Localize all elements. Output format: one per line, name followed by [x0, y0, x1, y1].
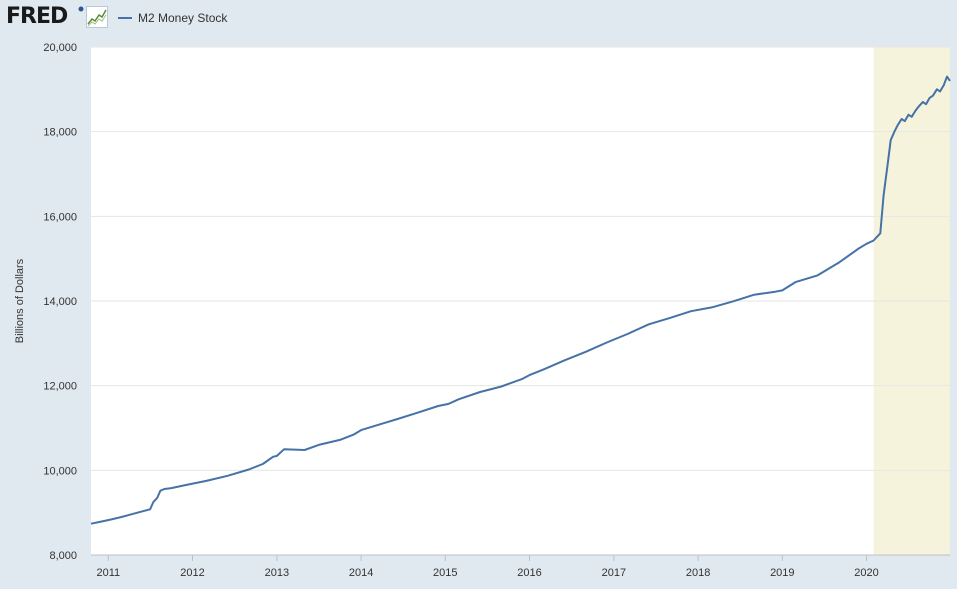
chart-header: FRED M2 Money Stock	[0, 0, 957, 40]
x-tick-label: 2019	[770, 567, 794, 579]
y-axis-ticks: 8,000 10,000 12,000 14,000 16,000 18,000 20,00…	[43, 42, 77, 562]
fred-logo[interactable]: FRED	[6, 4, 68, 29]
fred-graph-icon	[86, 6, 108, 28]
x-tick-label: 2016	[517, 567, 541, 579]
y-tick-label: 18,000	[43, 127, 77, 139]
legend-swatch	[118, 17, 132, 19]
fred-logo-dot-icon	[78, 6, 84, 12]
series-line-m2-money-stock[interactable]	[90, 75, 951, 525]
gridlines	[91, 46, 950, 471]
y-tick-label: 10,000	[43, 465, 77, 477]
y-tick-label: 12,000	[43, 381, 77, 393]
x-tick-label: 2012	[180, 567, 204, 579]
y-tick-label: 20,000	[43, 42, 77, 54]
legend-label: M2 Money Stock	[138, 11, 228, 25]
y-tick-label: 8,000	[49, 550, 77, 562]
x-tick-label: 2011	[96, 567, 120, 579]
y-axis-title: Billions of Dollars	[14, 258, 26, 343]
x-tick-label: 2015	[433, 567, 457, 579]
legend[interactable]: M2 Money Stock	[118, 10, 227, 26]
x-tick-label: 2018	[686, 567, 710, 579]
x-tick-label: 2014	[349, 567, 373, 579]
y-tick-label: 14,000	[43, 296, 77, 308]
x-axis-ticks: 2011 2012 2013 2014 2015 2016 2017 2018 2019 2020	[96, 555, 879, 579]
x-tick-label: 2020	[854, 567, 878, 579]
x-tick-label: 2017	[602, 567, 626, 579]
y-tick-label: 16,000	[43, 211, 77, 223]
x-tick-label: 2013	[265, 567, 289, 579]
